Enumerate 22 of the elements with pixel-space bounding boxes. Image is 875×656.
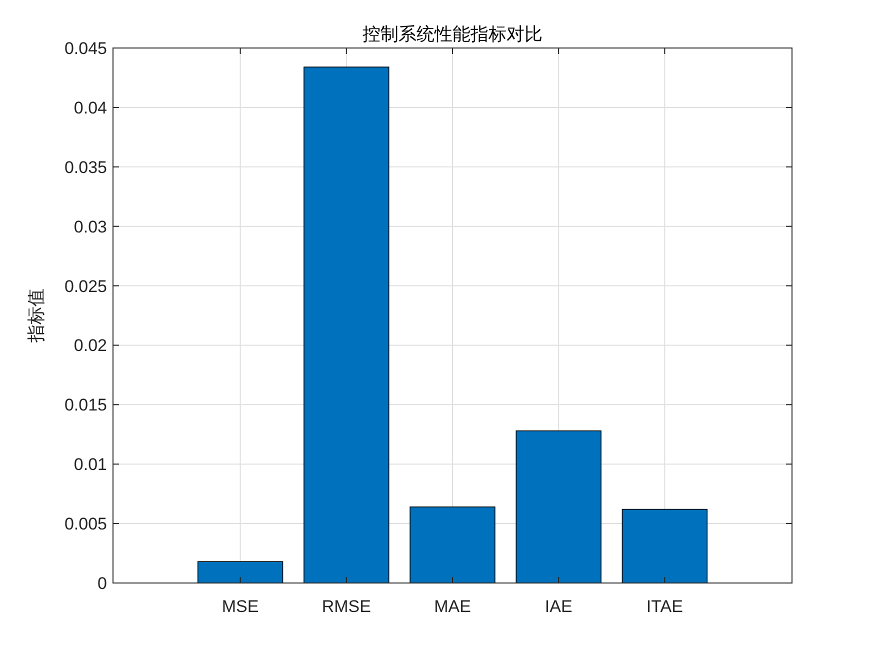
x-tick-label: ITAE xyxy=(646,597,683,616)
y-tick-label: 0.01 xyxy=(74,455,107,474)
y-tick-label: 0.015 xyxy=(64,396,107,415)
y-tick-label: 0.005 xyxy=(64,514,107,534)
bar xyxy=(516,430,602,584)
y-tick-label: 0.045 xyxy=(64,39,107,58)
y-tick-label: 0.04 xyxy=(74,98,107,118)
x-tick-label: RMSE xyxy=(322,597,371,616)
bar xyxy=(410,506,496,584)
x-tick-label: IAE xyxy=(544,597,572,616)
bar xyxy=(304,66,390,584)
y-tick-label: 0.035 xyxy=(64,158,107,177)
y-tick-label: 0.03 xyxy=(74,217,107,236)
bar xyxy=(197,561,284,584)
y-tick-label: 0.025 xyxy=(64,276,107,296)
y-tick-label: 0.02 xyxy=(74,336,107,356)
x-tick-label: MAE xyxy=(434,597,471,616)
x-tick-label: MSE xyxy=(222,597,259,616)
chart-title: 控制系统性能指标对比 xyxy=(362,24,542,44)
y-tick-label: 0 xyxy=(98,574,107,593)
bar xyxy=(622,508,708,584)
y-axis-title: 指标值 xyxy=(26,288,46,344)
